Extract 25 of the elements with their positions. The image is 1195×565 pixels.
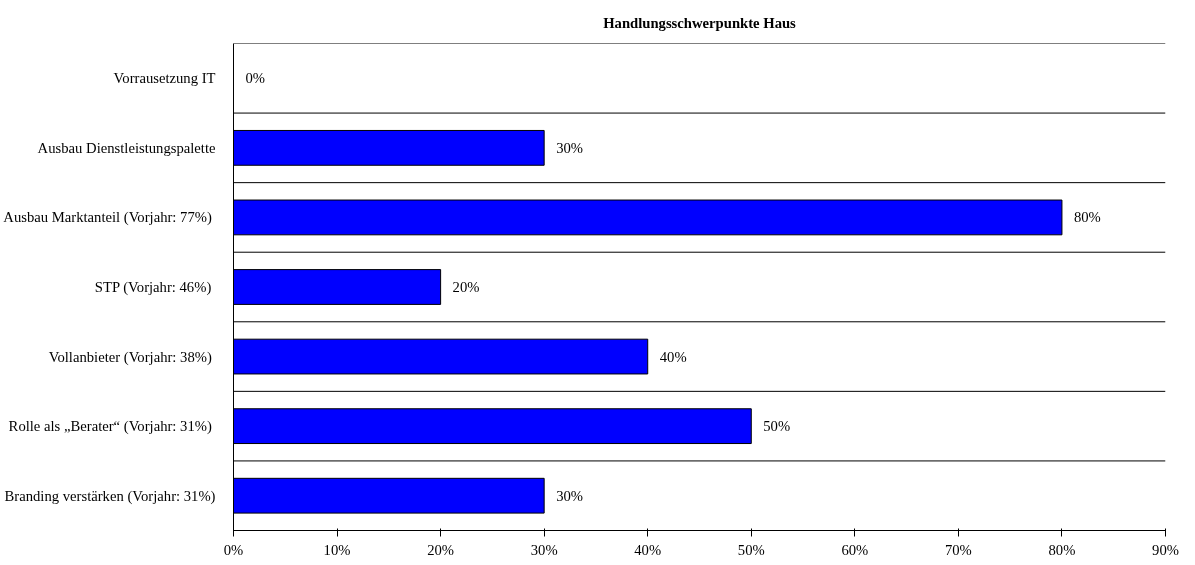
data-label: 0% [245, 70, 266, 87]
y-tick-label: Ausbau Dienstleistungspalette [37, 139, 216, 156]
x-tick-label: 70% [944, 541, 972, 558]
y-tick-label: Ausbau Marktanteil (Vorjahr: 77%) [3, 209, 212, 227]
data-label: 80% [1073, 209, 1101, 226]
data-label: 40% [659, 348, 687, 365]
data-label: 30% [556, 139, 584, 156]
x-tick-label: 30% [530, 541, 558, 558]
x-tick-label: 20% [427, 541, 455, 558]
x-tick-label: 50% [737, 541, 765, 558]
chart-title: Handlungsschwerpunkte Haus [603, 15, 797, 31]
data-label: 30% [556, 487, 584, 504]
y-tick-label: Vorrausetzung IT [113, 70, 216, 87]
y-tick-label: Vollanbieter (Vorjahr: 38%) [48, 348, 212, 366]
y-tick-label: Rolle als „Berater“ (Vorjahr: 31%) [8, 418, 212, 436]
data-label: 50% [763, 418, 791, 435]
x-tick-label: 10% [323, 541, 351, 558]
x-tick-label: 90% [1152, 541, 1179, 558]
x-tick-label: 60% [841, 541, 869, 558]
x-tick-label: 0% [223, 541, 244, 558]
y-tick-label: STP (Vorjahr: 46%) [94, 279, 212, 296]
x-tick-label: 80% [1048, 541, 1076, 558]
data-label: 20% [452, 279, 480, 295]
x-tick-label: 40% [634, 541, 662, 558]
y-tick-label: Branding verstärken (Vorjahr: 31%) [4, 487, 216, 505]
